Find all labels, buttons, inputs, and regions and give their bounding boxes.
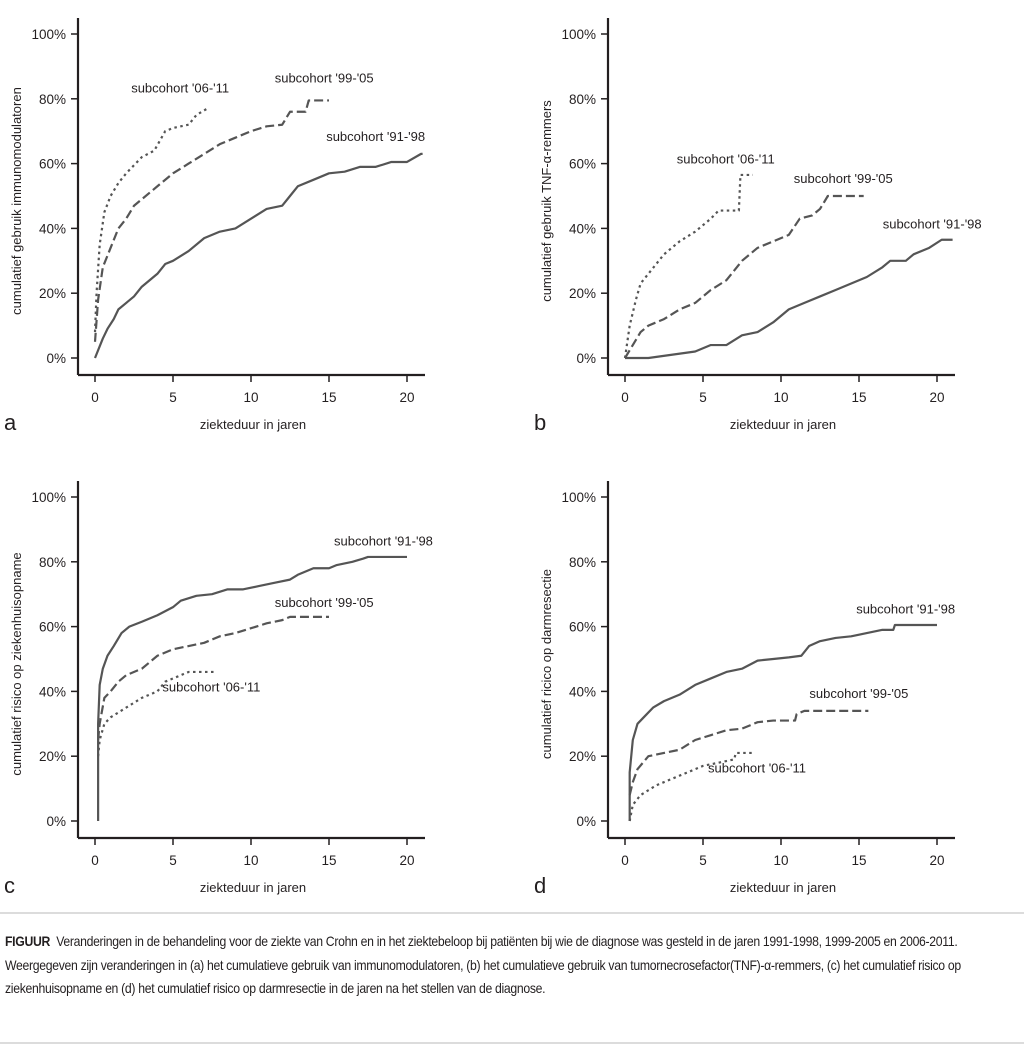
- x-tick-label: 15: [851, 853, 866, 868]
- y-tick-label: 100%: [31, 27, 66, 42]
- chart-panel-c: 0% 20% 40% 60% 80% 100% 0 5 10 15 20 ziekteduur in …: [4, 481, 433, 898]
- series-annotation: subcohort '06-'11: [162, 679, 260, 694]
- x-tick-label: 5: [169, 390, 177, 405]
- series-annotation: subcohort '99-'05: [794, 171, 893, 186]
- y-tick-label: 0%: [576, 814, 596, 829]
- x-tick-label: 20: [399, 390, 414, 405]
- y-tick-label: 20%: [569, 286, 596, 301]
- y-tick-label: 20%: [39, 749, 66, 764]
- x-tick-label: 10: [773, 853, 788, 868]
- panel-letter: b: [534, 410, 546, 435]
- series-line-dashed: [624, 194, 864, 359]
- y-axis-label: cumulatief gebruik immunomodulatoren: [9, 87, 24, 315]
- x-tick-label: 0: [91, 853, 99, 868]
- x-tick-label: 0: [91, 390, 99, 405]
- y-axis-label: cumulatief risico op ziekenhuisopname: [9, 552, 24, 775]
- series-line-solid: [93, 152, 423, 359]
- series-annotation: subcohort '99-'05: [809, 686, 908, 701]
- series-annotation: subcohort '91-'98: [856, 602, 955, 617]
- y-tick-label: 60%: [569, 620, 596, 635]
- x-tick-label: 20: [929, 853, 944, 868]
- y-tick-label: 80%: [39, 92, 66, 107]
- x-tick-label: 20: [399, 853, 414, 868]
- series-annotation: subcohort '91-'98: [326, 129, 425, 144]
- y-tick-label: 40%: [569, 221, 596, 236]
- panel-letter: c: [4, 873, 15, 898]
- series-annotation: subcohort '06-'11: [131, 80, 229, 95]
- x-tick-label: 0: [621, 390, 629, 405]
- x-tick-label: 10: [773, 390, 788, 405]
- x-axis-label: ziekteduur in jaren: [730, 880, 836, 895]
- y-axis-label: cumulatief gebruik TNF-α-remmers: [539, 100, 554, 302]
- chart-panel-a: 0% 20% 40% 60% 80% 100% 0 5 10 15 20 ziekteduur in …: [4, 18, 425, 435]
- y-tick-label: 80%: [569, 555, 596, 570]
- x-tick-label: 15: [321, 390, 336, 405]
- x-tick-label: 5: [699, 390, 707, 405]
- figure: 0% 20% 40% 60% 80% 100% 0 5 10 15 20 ziekteduur in …: [4, 18, 982, 898]
- series-line-dashed: [628, 709, 869, 796]
- series-annotation: subcohort '91-'98: [883, 216, 982, 231]
- x-tick-label: 0: [621, 853, 629, 868]
- series-line-dashed: [93, 99, 329, 342]
- y-tick-label: 20%: [569, 749, 596, 764]
- y-tick-label: 80%: [569, 92, 596, 107]
- figure-caption-box: FIGUUR Veranderingen in de behandeling v…: [0, 912, 1024, 1044]
- chart-panel-d: 0% 20% 40% 60% 80% 100% 0 5 10 15 20 ziekteduur in …: [534, 481, 955, 898]
- y-tick-label: 0%: [46, 814, 66, 829]
- series-line-dotted: [93, 107, 208, 333]
- y-tick-label: 0%: [576, 351, 596, 366]
- figure-caption: FIGUUR Veranderingen in de behandeling v…: [5, 930, 1013, 1001]
- y-tick-label: 20%: [39, 286, 66, 301]
- y-tick-label: 60%: [569, 157, 596, 172]
- x-tick-label: 15: [321, 853, 336, 868]
- series-line-solid: [625, 238, 953, 360]
- y-tick-label: 60%: [39, 157, 66, 172]
- x-tick-label: 5: [699, 853, 707, 868]
- y-tick-label: 100%: [561, 27, 596, 42]
- series-line-solid: [628, 623, 937, 821]
- series-line-dotted: [623, 173, 753, 359]
- x-tick-label: 20: [929, 390, 944, 405]
- panel-letter: d: [534, 873, 546, 898]
- y-tick-label: 0%: [46, 351, 66, 366]
- x-axis-label: ziekteduur in jaren: [730, 417, 836, 432]
- y-tick-label: 40%: [39, 221, 66, 236]
- x-tick-label: 10: [243, 853, 258, 868]
- y-tick-label: 100%: [31, 490, 66, 505]
- series-annotation: subcohort '99-'05: [275, 595, 374, 610]
- series-annotation: subcohort '99-'05: [275, 71, 374, 86]
- y-tick-label: 40%: [569, 684, 596, 699]
- series-line-dotted: [97, 670, 214, 757]
- y-tick-label: 100%: [561, 490, 596, 505]
- x-tick-label: 5: [169, 853, 177, 868]
- x-tick-label: 15: [851, 390, 866, 405]
- caption-label: FIGUUR: [5, 934, 51, 949]
- caption-text: Veranderingen in de behandeling voor de …: [5, 934, 961, 996]
- series-annotation: subcohort '06-'11: [708, 760, 806, 775]
- x-axis-label: ziekteduur in jaren: [200, 880, 306, 895]
- y-axis-label: cumulatief ricico op darmresectie: [539, 569, 554, 759]
- x-tick-label: 10: [243, 390, 258, 405]
- x-axis-label: ziekteduur in jaren: [200, 417, 306, 432]
- series-line-dotted: [628, 751, 755, 822]
- chart-panel-b: 0% 20% 40% 60% 80% 100% 0 5 10 15 20 ziekteduur in …: [534, 18, 982, 435]
- series-line-dashed: [97, 615, 329, 741]
- y-tick-label: 40%: [39, 684, 66, 699]
- panel-letter: a: [4, 410, 17, 435]
- series-annotation: subcohort '06-'11: [677, 152, 775, 167]
- y-tick-label: 60%: [39, 620, 66, 635]
- series-annotation: subcohort '91-'98: [334, 534, 433, 549]
- y-tick-label: 80%: [39, 555, 66, 570]
- series-line-solid: [97, 555, 407, 821]
